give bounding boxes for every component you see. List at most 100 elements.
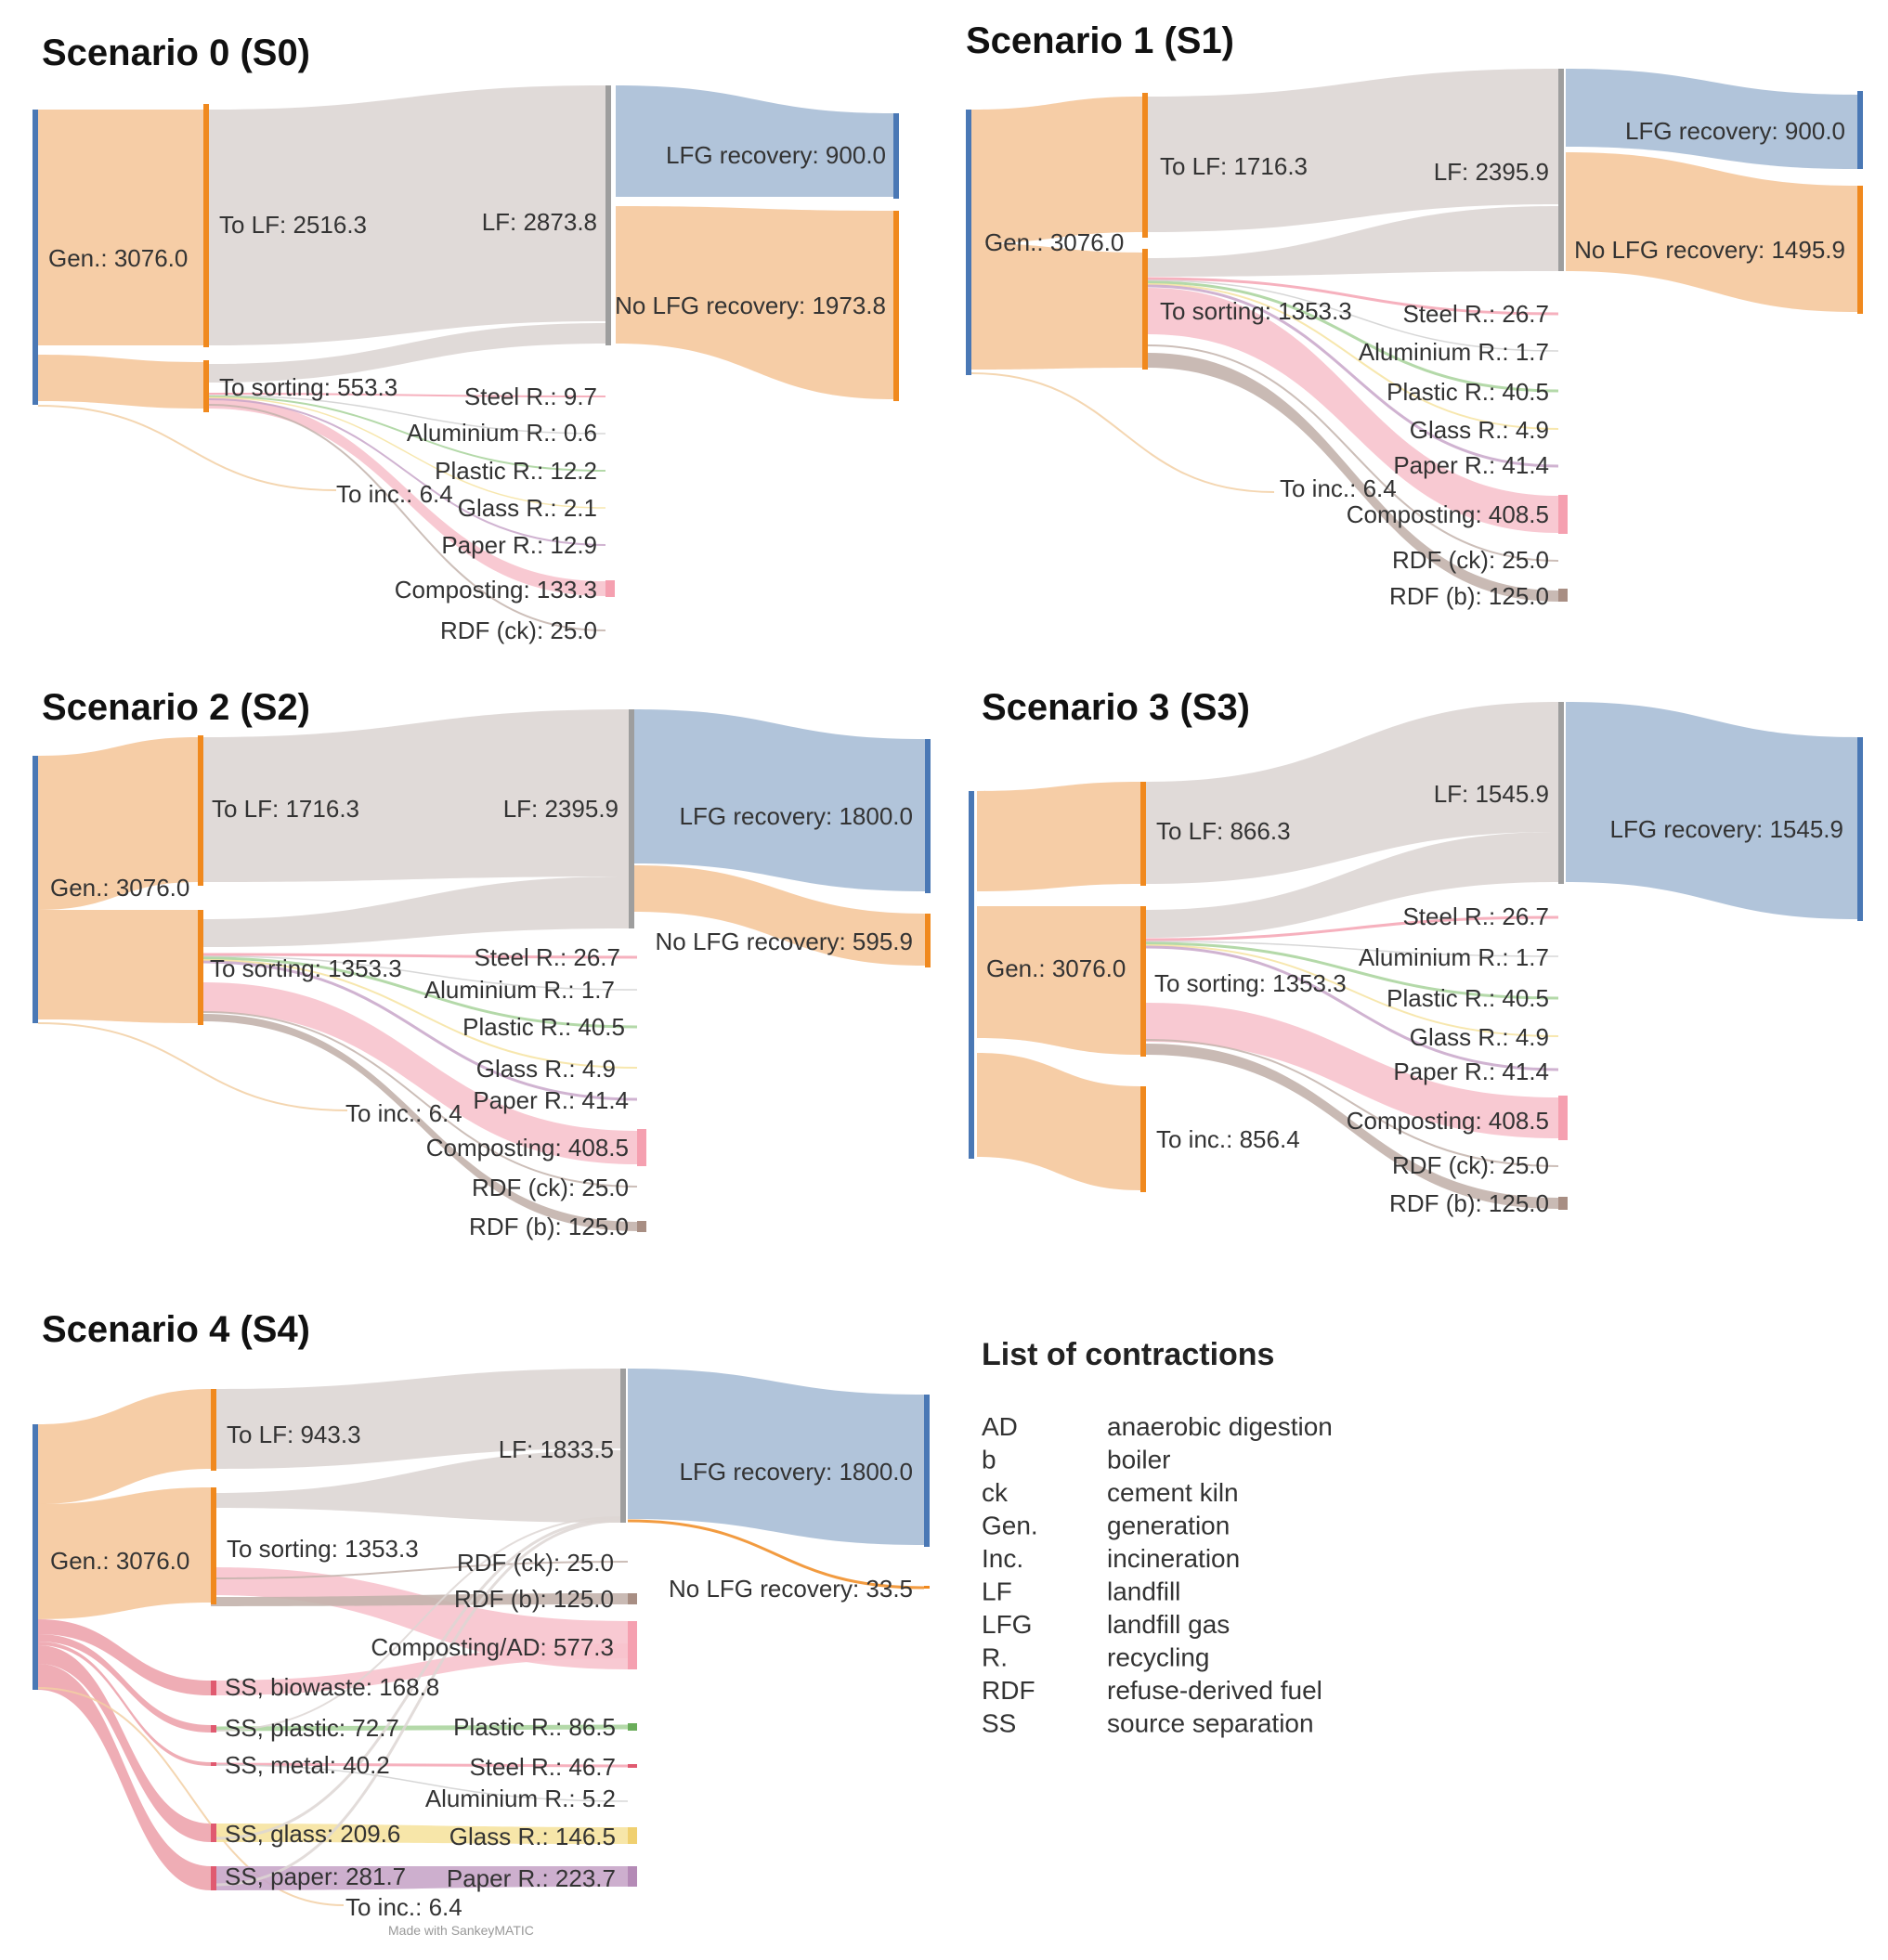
s0-node-lf [605, 85, 611, 345]
scenario-2-title: Scenario 2 (S2) [42, 687, 310, 728]
s3-link-gen-to-sorting [977, 906, 1140, 1055]
s4-link-ssplastic-plastic [215, 1724, 629, 1732]
scenario-0-title: Scenario 0 (S0) [42, 32, 310, 73]
s4-link-ssglass-glass [216, 1824, 628, 1844]
s1-label-composting: Composting: 408.5 [1347, 500, 1549, 528]
s2-link-sorting-plastic [202, 956, 638, 1029]
s1-node-gen [966, 110, 971, 375]
s3-label-gen: Gen.: 3076.0 [986, 954, 1126, 982]
s4-label-rdf-b: RDF (b): 125.0 [454, 1585, 614, 1613]
s3-node-to-inc [1140, 1086, 1146, 1192]
s1-link-gen-to-lf [971, 97, 1142, 243]
s4-node-ss-biowaste [211, 1681, 216, 1695]
s4-link-gen-to-ss-biowaste [38, 1619, 211, 1695]
s0-link-sorting-glass [208, 396, 606, 509]
legend-meaning-3: generation [1107, 1512, 1230, 1540]
legend-meaning-4: incineration [1107, 1544, 1240, 1573]
s4-node-composting-ad [628, 1621, 637, 1669]
s4-label-lfg-recovery: LFG recovery: 1800.0 [680, 1458, 913, 1486]
s4-label-to-sorting: To sorting: 1353.3 [227, 1535, 419, 1563]
s0-link-sorting-steel [208, 393, 606, 397]
s4-node-ss-plastic [211, 1725, 216, 1733]
s4-label-ss-glass: SS, glass: 209.6 [225, 1820, 400, 1848]
s0-link-tolf-to-lf [209, 85, 605, 345]
s1-link-sorting-steel [1147, 277, 1559, 316]
s2-label-to-sorting: To sorting: 1353.3 [210, 954, 402, 982]
s4-label-composting-ad: Composting/AD: 577.3 [371, 1633, 614, 1661]
scenario-3-title: Scenario 3 (S3) [982, 687, 1250, 728]
labels: Scenario 0 (S0) Scenario 1 (S1) Scenario 2… [42, 20, 1845, 1938]
s0-label-lf: LF: 2873.8 [482, 208, 597, 236]
s1-link-sorting-paper [1147, 284, 1559, 468]
s1-label-to-sorting: To sorting: 1353.3 [1160, 297, 1352, 325]
s3-node-to-sorting [1140, 906, 1146, 1057]
s1-link-sorting-to-lf [1148, 206, 1558, 277]
flow-nodes [33, 69, 1863, 1890]
s4-label-steel-r: Steel R.: 46.7 [469, 1753, 616, 1781]
legend-meaning-0: anaerobic digestion [1107, 1412, 1333, 1441]
s3-label-composting: Composting: 408.5 [1347, 1107, 1549, 1135]
legend-abbr-4: Inc. [982, 1544, 1023, 1573]
s3-node-lfg-recovery [1857, 737, 1863, 921]
s0-link-sorting-to-lf [209, 323, 605, 383]
s1-link-gen-to-sorting [971, 243, 1142, 370]
s4-label-lf: LF: 1833.5 [499, 1435, 614, 1463]
s0-link-gen-to-sorting [38, 355, 203, 409]
s4-link-ssplastic-lf [215, 1516, 621, 1732]
s4-link-ssbio-composting [216, 1643, 628, 1695]
s3-link-sorting-steel [1145, 915, 1559, 941]
s0-label-to-lf: To LF: 2516.3 [219, 211, 367, 239]
legend-abbr-8: RDF [982, 1676, 1035, 1705]
s2-link-tolf-to-lf [203, 709, 629, 882]
s4-link-gen-to-ss-metal [38, 1642, 211, 1766]
s4-label-to-lf: To LF: 943.3 [227, 1421, 361, 1448]
s3-label-paper: Paper R.: 41.4 [1393, 1058, 1549, 1085]
flow-links [37, 69, 1857, 1906]
s0-node-composting [605, 580, 615, 597]
s1-link-sorting-glass [1147, 283, 1559, 430]
s4-link-ssglass-lf [215, 1517, 621, 1840]
s3-label-glass: Glass R.: 4.9 [1410, 1023, 1549, 1051]
s4-node-glass-r [628, 1827, 637, 1844]
s2-node-rdf-b [637, 1221, 646, 1232]
legend-abbr-3: Gen. [982, 1512, 1038, 1540]
legend-meaning-6: landfill gas [1107, 1610, 1230, 1639]
s2-node-no-lfg [925, 914, 931, 967]
s4-link-gen-to-sorting [38, 1487, 211, 1619]
s3-label-aluminium: Aluminium R.: 1.7 [1359, 943, 1549, 971]
s3-label-lfg-recovery: LFG recovery: 1545.9 [1610, 815, 1843, 843]
s2-link-sorting-composting [203, 982, 637, 1164]
s1-label-to-inc: To inc.: 6.4 [1280, 474, 1397, 502]
s0-node-to-lf [203, 104, 209, 347]
s4-label-paper-r: Paper R.: 223.7 [447, 1864, 616, 1892]
s3-link-tolf-to-lf [1146, 702, 1558, 884]
s2-label-rdf-b: RDF (b): 125.0 [469, 1213, 629, 1240]
s0-label-lfg-recovery: LFG recovery: 900.0 [666, 141, 886, 169]
s3-link-sorting-glass [1145, 944, 1559, 1037]
s2-label-glass: Glass R.: 4.9 [476, 1055, 616, 1083]
s1-link-tolf-to-lf [1148, 69, 1558, 232]
legend-meaning-1: boiler [1107, 1446, 1170, 1474]
s4-link-lf-to-lfg [628, 1369, 924, 1545]
s4-node-lf [620, 1369, 626, 1523]
s4-label-ss-biowaste: SS, biowaste: 168.8 [225, 1673, 439, 1701]
s4-link-sorting-to-lf [211, 1450, 620, 1523]
s0-label-composting: Composting: 133.3 [395, 576, 597, 604]
s1-link-sorting-plastic [1147, 280, 1559, 393]
s2-label-plastic: Plastic R.: 40.5 [462, 1013, 625, 1041]
s4-label-ss-paper: SS, paper: 281.7 [225, 1863, 406, 1890]
s2-label-paper: Paper R.: 41.4 [473, 1086, 629, 1114]
s0-label-no-lfg-recovery: No LFG recovery: 1973.8 [615, 292, 886, 319]
sankeymatic-watermark: Made with SankeyMATIC [388, 1923, 534, 1938]
s1-link-sorting-composting [1148, 288, 1558, 533]
s0-label-to-inc: To inc.: 6.4 [336, 480, 453, 508]
legend-meaning-7: recycling [1107, 1643, 1209, 1672]
s3-link-sorting-to-lf [1146, 832, 1558, 938]
s2-label-steel: Steel R.: 26.7 [474, 943, 620, 971]
s4-label-aluminium-r: Aluminium R.: 5.2 [425, 1785, 616, 1812]
s0-link-sorting-to-composting [209, 397, 605, 596]
s4-link-gen-to-inc [37, 1687, 345, 1906]
s1-label-lf: LF: 2395.9 [1434, 158, 1549, 186]
s4-link-gen-to-ss-paper [38, 1664, 211, 1890]
